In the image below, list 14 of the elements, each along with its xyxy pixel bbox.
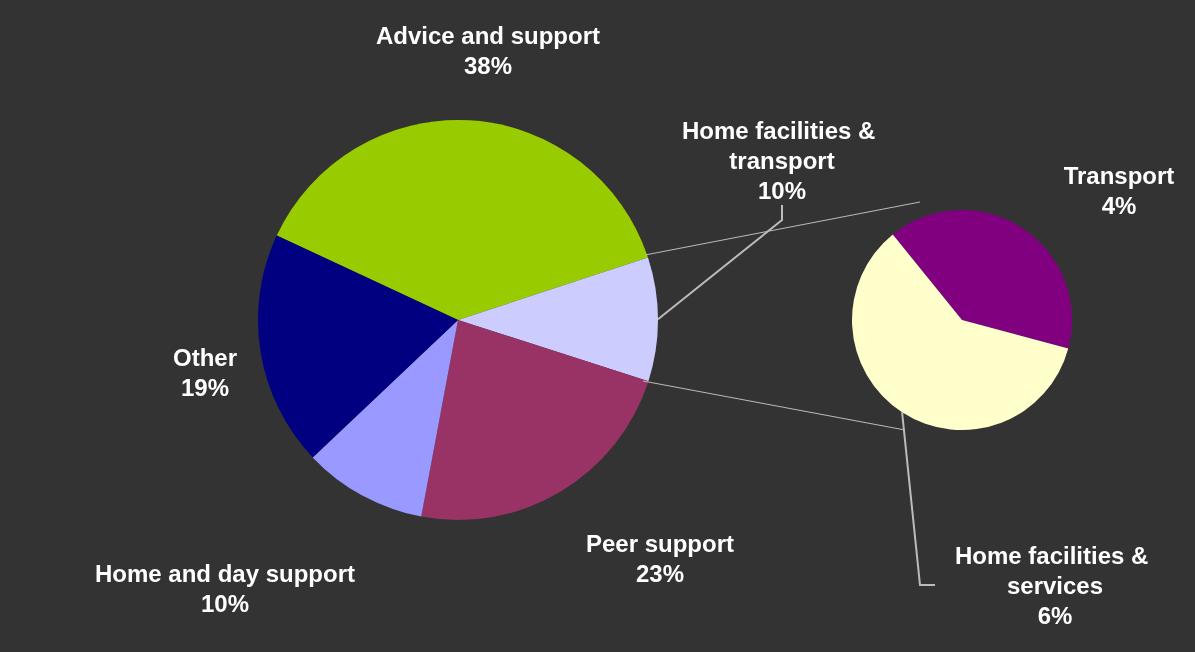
slice-label: Home and day support [94,559,356,587]
data-label: 10% [757,176,807,204]
data-label: 10% [200,589,250,617]
slice-label: Home facilities & services [954,541,1156,599]
data-label: 19% [180,373,230,401]
data-label: 23% [635,559,685,587]
slice-label: Transport [1063,161,1175,189]
slice-label: Other [172,343,238,371]
slice-label: Advice and support [375,21,601,49]
data-label: 38% [463,51,513,79]
slice-label: Home facilities & transport [681,116,883,174]
data-label: 4% [1101,191,1137,219]
slice-label: Peer support [585,529,735,557]
data-label: 6% [1037,601,1073,629]
